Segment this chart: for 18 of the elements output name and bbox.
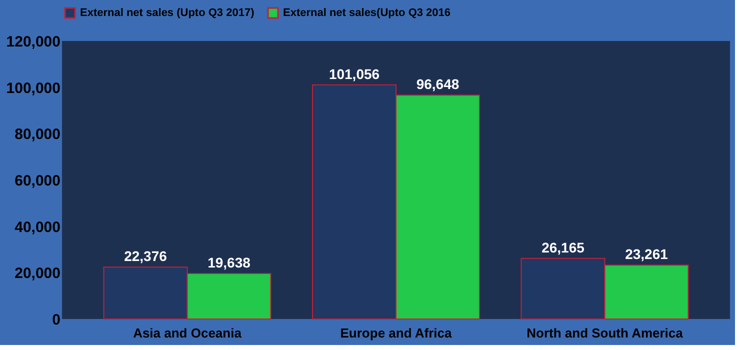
data-label: 26,165: [542, 239, 585, 256]
data-label: 101,056: [328, 66, 380, 82]
y-tick-label: 120,000: [6, 34, 60, 50]
x-tick-label: North and South America: [526, 326, 684, 340]
data-label: 23,261: [625, 246, 668, 262]
data-label: 22,376: [124, 248, 168, 264]
data-label: 19,638: [208, 254, 251, 271]
y-tick-label: 100,000: [6, 80, 60, 97]
legend-label: External net sales(Upto Q3 2016: [283, 7, 451, 19]
data-label: 96,648: [416, 76, 460, 92]
x-tick-label: Europe and Africa: [340, 326, 453, 340]
y-tick-label: 0: [52, 312, 60, 328]
legend-label: External net sales (Upto Q3 2017): [80, 7, 255, 19]
y-tick-label: 20,000: [14, 265, 60, 282]
y-tick-label: 40,000: [14, 218, 60, 236]
x-tick-label: Asia and Oceania: [133, 326, 242, 340]
y-tick-label: 80,000: [14, 126, 60, 144]
y-tick-label: 60,000: [14, 172, 60, 190]
